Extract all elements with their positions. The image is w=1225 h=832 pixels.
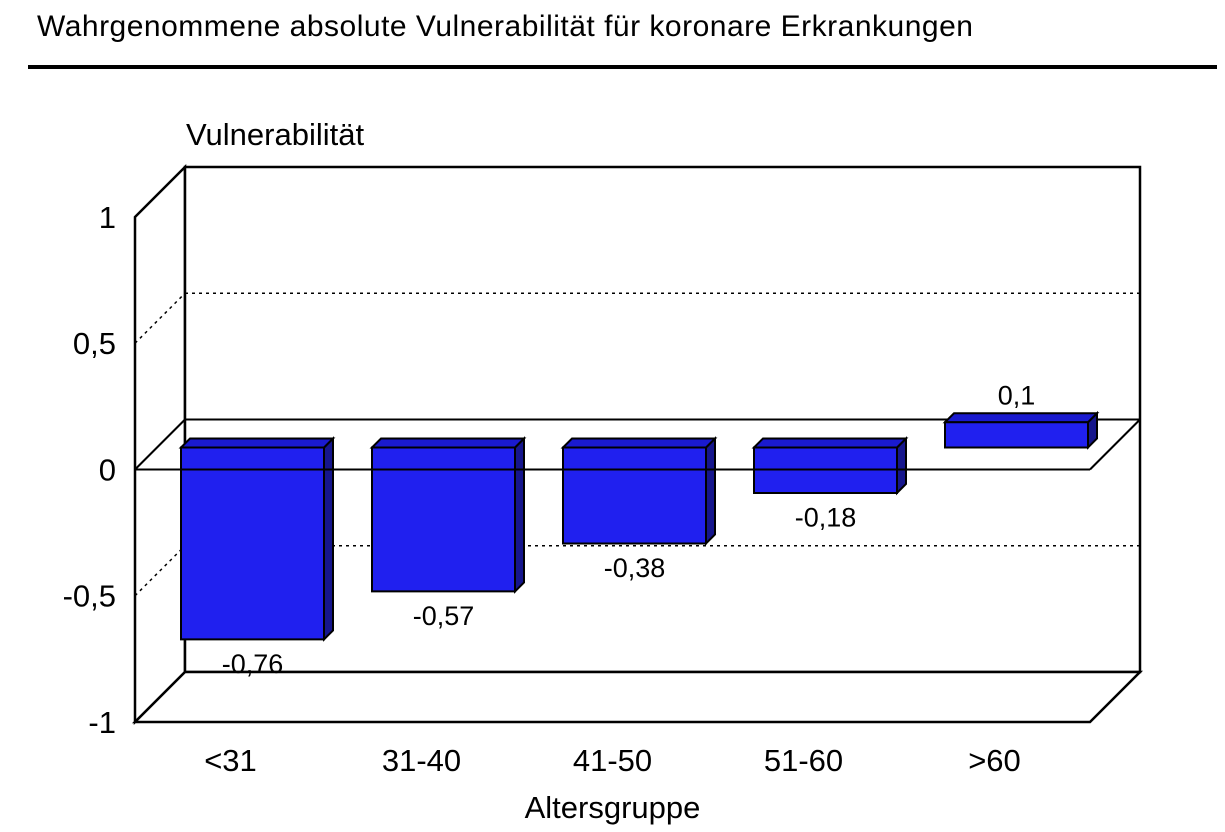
bar-front-face bbox=[944, 421, 1089, 449]
y-tick-label: 0,5 bbox=[73, 326, 116, 361]
x-category-label: 31-40 bbox=[382, 743, 461, 778]
bar-31-40 bbox=[369, 436, 527, 594]
bar-front-face bbox=[562, 446, 707, 545]
y-axis-title: Vulnerabilität bbox=[186, 117, 365, 152]
bar-front-face bbox=[180, 446, 325, 641]
title-divider-line bbox=[28, 65, 1217, 69]
y-tick-label: 1 bbox=[99, 200, 116, 235]
bar-top-face bbox=[369, 437, 527, 449]
bar-top-face bbox=[751, 437, 909, 449]
bar-top-face bbox=[942, 412, 1100, 424]
bar-top-face bbox=[560, 437, 718, 449]
bar-<31 bbox=[178, 436, 336, 642]
bar->60 bbox=[942, 410, 1100, 450]
chart-title: Wahrgenommene absolute Vulnerabilität fü… bbox=[37, 10, 974, 43]
x-category-label: 41-50 bbox=[573, 743, 652, 778]
bar-front-face bbox=[371, 446, 516, 593]
bar-value-label: -0,38 bbox=[604, 553, 666, 583]
bar-top-face bbox=[178, 437, 336, 449]
bar-value-label: -0,76 bbox=[222, 649, 284, 679]
bar-value-label: 0,1 bbox=[998, 381, 1036, 411]
x-category-label: >60 bbox=[968, 743, 1021, 778]
y-tick-label: -1 bbox=[88, 705, 116, 740]
y-tick-label: 0 bbox=[99, 452, 116, 487]
bar-51-60 bbox=[751, 436, 909, 496]
bar-side-face bbox=[514, 436, 525, 594]
bar-value-label: -0,18 bbox=[795, 502, 857, 532]
zero-gridline-side bbox=[134, 418, 186, 471]
chart-floor bbox=[131, 670, 1144, 724]
bar-value-label: -0,57 bbox=[413, 601, 475, 631]
y-tick-label: -0,5 bbox=[63, 579, 116, 614]
x-axis-title: Altersgruppe bbox=[524, 790, 701, 825]
gridline-dashed-side bbox=[134, 292, 186, 344]
zero-baseline-depth-right bbox=[1089, 418, 1141, 471]
gridline-dashed-side bbox=[134, 545, 186, 597]
bar-41-50 bbox=[560, 436, 718, 546]
x-category-label: <31 bbox=[204, 743, 257, 778]
bar-side-face bbox=[705, 436, 716, 546]
x-category-label: 51-60 bbox=[764, 743, 843, 778]
